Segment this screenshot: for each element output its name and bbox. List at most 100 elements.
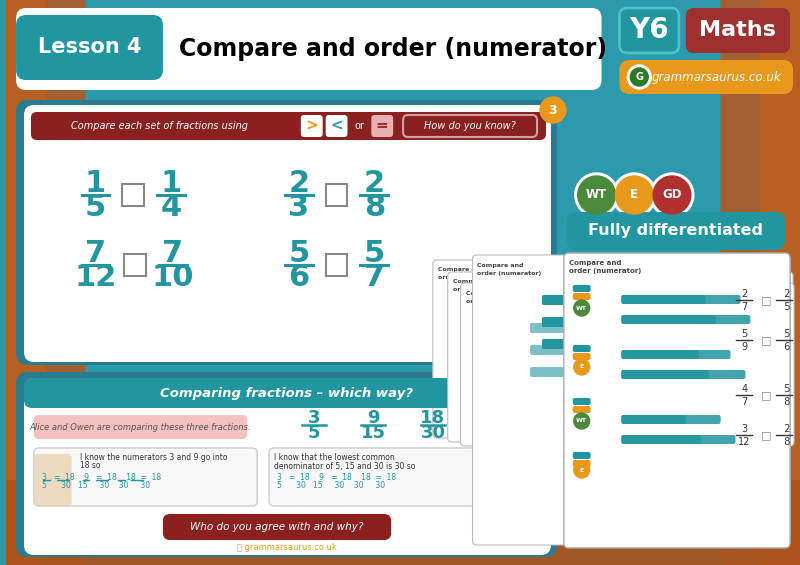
Text: 1: 1 <box>85 170 106 198</box>
Circle shape <box>574 300 590 316</box>
Text: 2: 2 <box>778 289 790 299</box>
FancyBboxPatch shape <box>517 356 586 366</box>
FancyBboxPatch shape <box>517 312 586 322</box>
FancyBboxPatch shape <box>573 293 590 300</box>
Text: □: □ <box>761 295 771 305</box>
FancyBboxPatch shape <box>31 112 546 140</box>
FancyBboxPatch shape <box>502 344 602 354</box>
Circle shape <box>574 173 618 217</box>
Text: denominator of 5, 15 and 30 is 30 so: denominator of 5, 15 and 30 is 30 so <box>274 462 415 471</box>
FancyBboxPatch shape <box>622 435 735 444</box>
Text: 3: 3 <box>288 193 310 221</box>
FancyBboxPatch shape <box>573 460 590 467</box>
FancyBboxPatch shape <box>301 115 322 137</box>
FancyBboxPatch shape <box>622 415 721 424</box>
Text: 15: 15 <box>361 424 386 442</box>
Text: 5: 5 <box>742 329 747 339</box>
Text: WT: WT <box>576 419 587 424</box>
Text: □: □ <box>761 335 771 345</box>
FancyBboxPatch shape <box>163 514 391 540</box>
Text: Compare and order (numerator): Compare and order (numerator) <box>179 37 607 61</box>
Text: Who do you agree with and why?: Who do you agree with and why? <box>190 522 364 532</box>
FancyBboxPatch shape <box>530 345 630 355</box>
Text: Comparing fractions – which way?: Comparing fractions – which way? <box>161 386 414 399</box>
Text: 9: 9 <box>742 342 747 352</box>
FancyBboxPatch shape <box>622 370 709 379</box>
FancyBboxPatch shape <box>517 334 586 344</box>
Text: 3   =  18    9   =  18    18  =  18: 3 = 18 9 = 18 18 = 18 <box>277 472 396 481</box>
FancyBboxPatch shape <box>448 272 793 442</box>
Circle shape <box>627 65 651 89</box>
FancyBboxPatch shape <box>16 100 557 365</box>
FancyBboxPatch shape <box>619 8 679 53</box>
Text: I know the numerators 3 and 9 go into: I know the numerators 3 and 9 go into <box>79 454 227 463</box>
Text: 8: 8 <box>778 437 790 447</box>
Text: 12: 12 <box>74 263 117 292</box>
Text: Compare each set of fractions using: Compare each set of fractions using <box>71 121 249 131</box>
FancyBboxPatch shape <box>760 0 800 565</box>
FancyBboxPatch shape <box>622 350 698 359</box>
Text: How do you know?: How do you know? <box>424 121 515 131</box>
Text: Y6: Y6 <box>630 16 669 44</box>
Text: grammarsaurus.co.uk: grammarsaurus.co.uk <box>652 71 782 84</box>
Text: Alice and Owen are comparing these three fractions.: Alice and Owen are comparing these three… <box>30 423 251 432</box>
FancyBboxPatch shape <box>542 317 611 327</box>
Bar <box>326 184 347 206</box>
Text: 2: 2 <box>778 424 790 434</box>
Text: order (numerator): order (numerator) <box>569 268 641 274</box>
Text: E: E <box>579 467 584 472</box>
Text: G: G <box>635 72 643 82</box>
Text: 3: 3 <box>549 103 558 116</box>
Circle shape <box>540 372 566 398</box>
FancyBboxPatch shape <box>619 60 793 94</box>
Text: WT: WT <box>586 189 607 202</box>
Text: Compare and: Compare and <box>478 263 524 267</box>
FancyBboxPatch shape <box>542 339 642 349</box>
FancyBboxPatch shape <box>573 406 590 413</box>
Circle shape <box>574 359 590 375</box>
FancyBboxPatch shape <box>433 260 790 438</box>
FancyBboxPatch shape <box>6 0 46 565</box>
FancyBboxPatch shape <box>566 212 785 250</box>
FancyBboxPatch shape <box>502 344 572 354</box>
Text: 5: 5 <box>778 329 790 339</box>
FancyBboxPatch shape <box>573 285 590 292</box>
FancyBboxPatch shape <box>542 339 611 349</box>
Text: 2: 2 <box>364 170 385 198</box>
Text: WT: WT <box>576 306 587 311</box>
Text: order (numerator): order (numerator) <box>453 288 517 293</box>
Text: 4: 4 <box>160 193 182 221</box>
Circle shape <box>572 298 592 318</box>
Text: Compare and: Compare and <box>569 260 622 266</box>
Text: >: > <box>306 119 318 133</box>
FancyBboxPatch shape <box>530 367 630 377</box>
FancyBboxPatch shape <box>502 300 572 310</box>
FancyBboxPatch shape <box>517 356 617 366</box>
FancyBboxPatch shape <box>573 398 590 405</box>
Text: 5      30   15     30    30     30: 5 30 15 30 30 30 <box>277 480 385 489</box>
FancyBboxPatch shape <box>16 15 163 80</box>
Circle shape <box>630 68 648 86</box>
Text: 4: 4 <box>742 384 747 394</box>
Text: Compare and: Compare and <box>438 267 484 272</box>
FancyBboxPatch shape <box>622 315 716 324</box>
FancyBboxPatch shape <box>24 378 551 408</box>
Text: order (numerator): order (numerator) <box>478 271 542 276</box>
Text: 9: 9 <box>367 409 379 427</box>
Text: 8: 8 <box>778 397 790 407</box>
Text: E: E <box>630 189 638 202</box>
FancyBboxPatch shape <box>6 480 800 565</box>
Text: □: □ <box>761 430 771 440</box>
Circle shape <box>572 411 592 431</box>
FancyBboxPatch shape <box>573 345 590 352</box>
FancyBboxPatch shape <box>573 353 590 360</box>
Text: 5: 5 <box>364 240 385 268</box>
FancyBboxPatch shape <box>721 0 800 565</box>
Text: Compare and: Compare and <box>466 290 512 295</box>
Circle shape <box>650 173 694 217</box>
Text: 6: 6 <box>778 342 790 352</box>
Text: 10: 10 <box>546 380 561 390</box>
Circle shape <box>572 357 592 377</box>
FancyBboxPatch shape <box>530 367 599 377</box>
FancyBboxPatch shape <box>269 448 545 506</box>
